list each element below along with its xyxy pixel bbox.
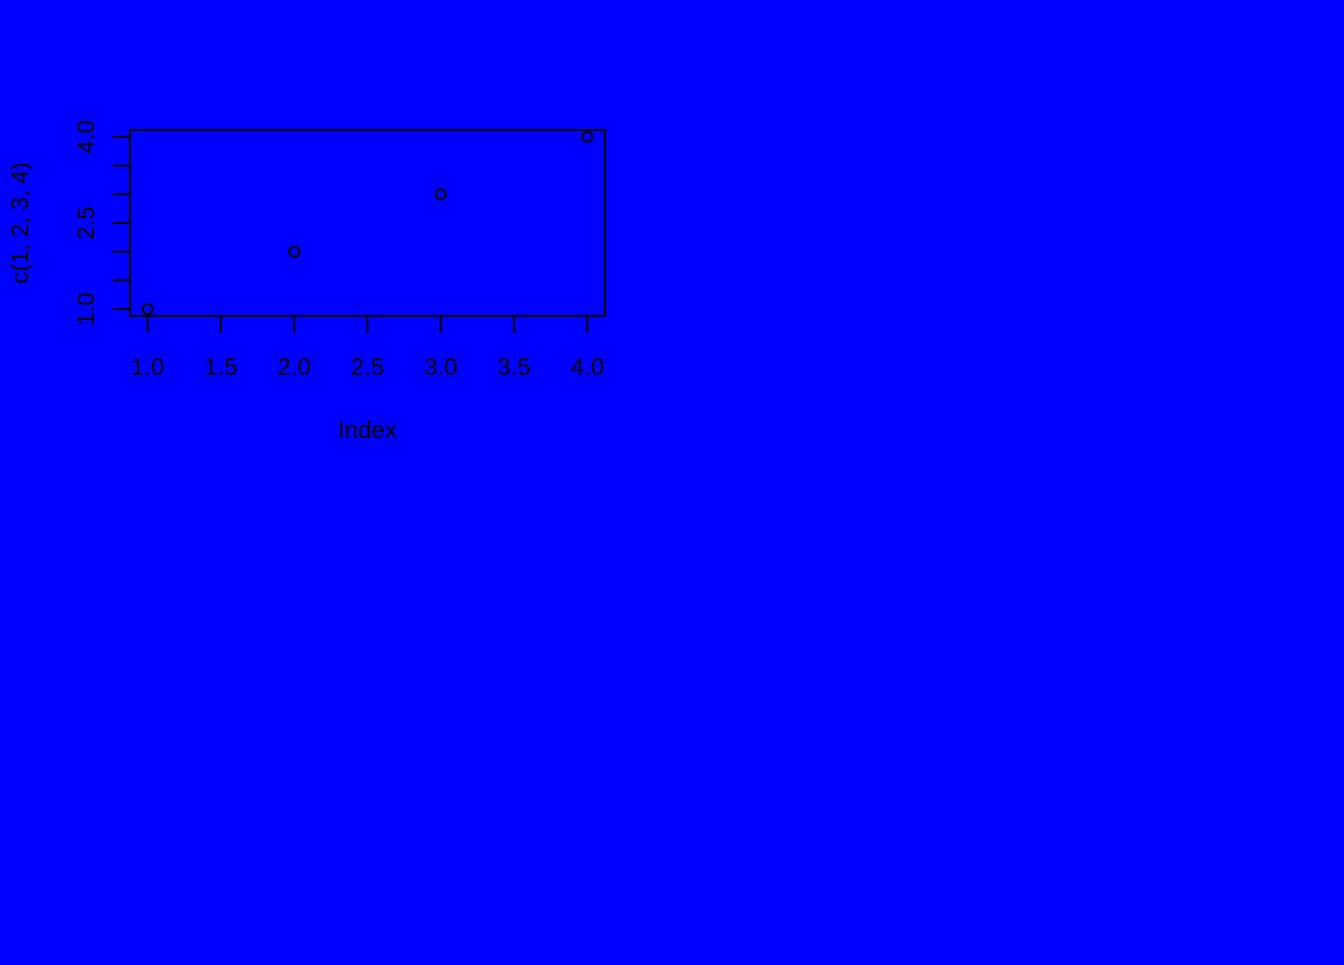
data-point (288, 245, 301, 258)
x-tick-label: 3.0 (424, 354, 457, 381)
x-tick-label: 2.5 (351, 354, 384, 381)
data-point (141, 303, 154, 316)
data-points (141, 130, 594, 316)
y-axis: 1.0 2.5 4.0 (73, 120, 131, 326)
x-tick-label: 3.5 (497, 354, 530, 381)
x-tick-label: 2.0 (278, 354, 311, 381)
y-axis-label: c(1, 2, 3, 4) (7, 162, 34, 283)
data-point (581, 130, 594, 143)
y-tick-label: 4.0 (73, 120, 100, 153)
x-tick-label: 1.5 (204, 354, 237, 381)
x-axis: 1.0 1.5 2.0 2.5 3.0 3.5 4.0 (131, 315, 604, 381)
y-tick-label: 2.5 (73, 206, 100, 239)
data-point (434, 188, 447, 201)
x-tick-label: 1.0 (131, 354, 164, 381)
x-axis-label: Index (338, 417, 397, 444)
y-tick-label: 1.0 (73, 292, 100, 325)
x-tick-label: 4.0 (571, 354, 604, 381)
plot-frame (129, 129, 606, 317)
